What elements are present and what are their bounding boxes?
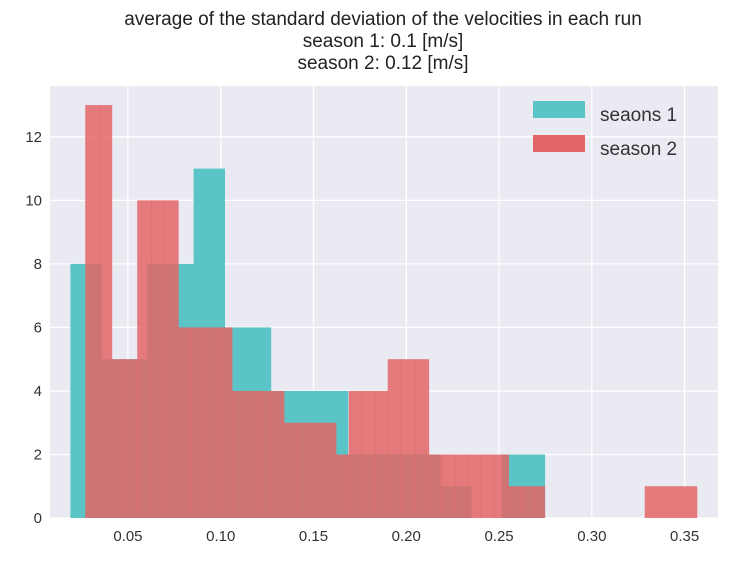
x-tick-label: 0.10 <box>206 528 235 545</box>
x-tick-label: 0.35 <box>670 528 699 545</box>
histogram-bar-series-2 <box>480 454 496 518</box>
series-2-bars <box>85 105 698 518</box>
histogram-bar-series-2 <box>322 422 337 518</box>
histogram-bar-series-2 <box>454 454 469 518</box>
histogram-bar-series-2 <box>348 390 363 518</box>
x-tick-label: 0.20 <box>392 528 421 545</box>
histogram-bar-series-2 <box>124 359 138 518</box>
histogram-bar-series-2 <box>111 359 126 518</box>
histogram-bar-series-2 <box>521 486 535 518</box>
x-tick-label: 0.15 <box>299 528 328 545</box>
x-axis-tick-labels: 0.05 0.10 0.15 0.20 0.25 0.30 0.35 <box>113 528 699 545</box>
histogram-bar-series-2 <box>508 486 522 518</box>
histogram-bar-series-2 <box>164 200 179 518</box>
histogram-bar-series-2 <box>335 454 350 518</box>
histogram-bar-series-2 <box>137 200 152 518</box>
histogram-bar-series-2 <box>85 105 100 518</box>
histogram-bar-series-2 <box>178 327 192 518</box>
histogram-bar-series-1 <box>70 263 87 518</box>
legend: seaons 1 season 2 <box>533 101 677 160</box>
histogram-bar-series-2 <box>309 422 324 518</box>
chart-title-line-3: season 2: 0.12 [m/s] <box>297 53 468 74</box>
histogram-bar-series-2 <box>151 200 166 518</box>
y-tick-label: 2 <box>34 446 42 463</box>
histogram-bar-series-2 <box>428 454 443 518</box>
histogram-bar-series-2 <box>414 359 430 518</box>
histogram-bar-series-2 <box>441 454 456 518</box>
y-tick-label: 10 <box>25 192 42 209</box>
chart-title-line-2: season 1: 0.1 [m/s] <box>303 31 464 52</box>
histogram-bar-series-2 <box>644 486 698 518</box>
histogram-bar-series-2 <box>400 359 416 518</box>
legend-label-series-1: seaons 1 <box>600 105 677 126</box>
y-tick-label: 6 <box>34 319 42 336</box>
legend-label-series-2: season 2 <box>600 139 677 160</box>
histogram-bar-series-2 <box>296 422 311 518</box>
histogram-bar-series-2 <box>257 390 272 518</box>
legend-swatch-series-2 <box>533 135 585 152</box>
histogram-bar-series-2 <box>534 486 546 518</box>
histogram-bar-series-2 <box>283 422 298 518</box>
histogram-bar-series-2 <box>217 327 233 518</box>
chart-title: average of the standard deviation of the… <box>124 9 642 74</box>
histogram-bar-series-2 <box>387 359 402 518</box>
y-tick-label: 12 <box>25 129 42 146</box>
y-axis-tick-labels: 0 2 4 6 8 10 12 <box>25 129 42 527</box>
legend-swatch-series-1 <box>533 101 585 118</box>
histogram-bar-series-2 <box>270 390 285 518</box>
x-tick-label: 0.05 <box>113 528 142 545</box>
chart-title-line-1: average of the standard deviation of the… <box>124 9 642 30</box>
x-tick-label: 0.25 <box>484 528 513 545</box>
histogram-bar-series-2 <box>467 454 482 518</box>
y-tick-label: 0 <box>34 510 42 527</box>
y-tick-label: 4 <box>34 383 42 400</box>
histogram-bar-series-2 <box>374 390 389 518</box>
histogram-bar-series-2 <box>204 327 219 518</box>
histogram-bar-series-2 <box>494 454 509 518</box>
y-tick-label: 8 <box>34 256 42 273</box>
histogram-bar-series-2 <box>231 390 246 518</box>
x-tick-label: 0.30 <box>577 528 606 545</box>
histogram-bar-series-2 <box>99 105 113 518</box>
histogram-bar-series-2 <box>244 390 259 518</box>
histogram-bar-series-2 <box>361 390 376 518</box>
histogram-bar-series-2 <box>191 327 205 518</box>
